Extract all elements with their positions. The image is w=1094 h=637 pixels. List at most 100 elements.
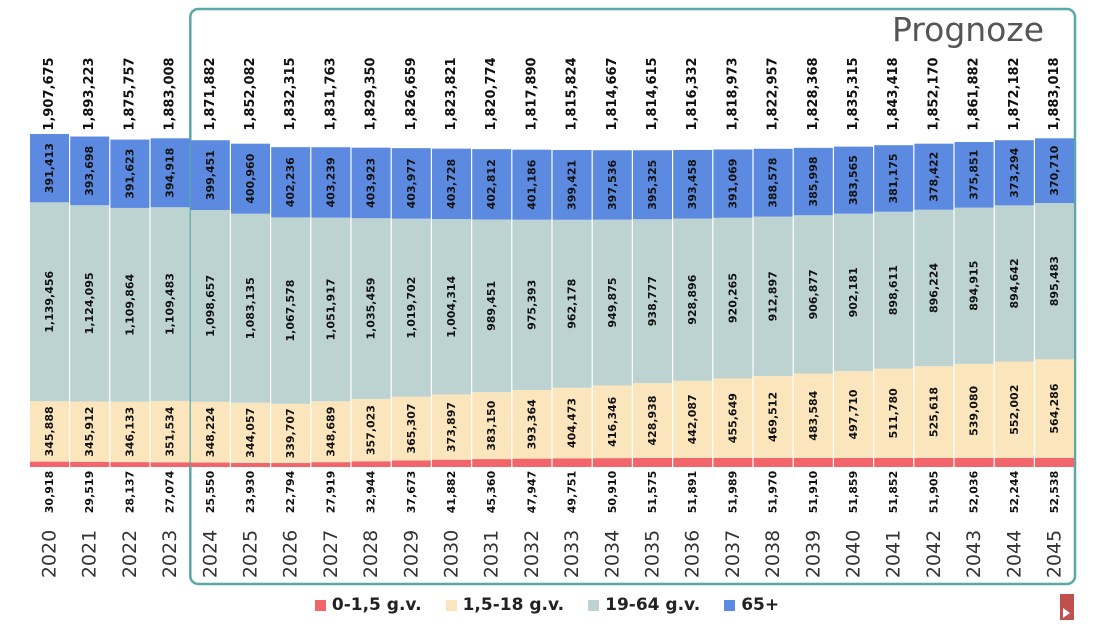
legend-swatch [588,599,600,611]
total-value-label: 1,843,418 [886,57,901,130]
segment-value-label: 989,451 [485,281,498,331]
total-value-label: 1,828,368 [806,57,821,130]
total-value-label: 1,814,615 [645,57,660,130]
total-value-label: 1,832,315 [283,57,298,130]
total-value-label: 1,814,667 [605,57,620,130]
bar-segment [713,217,753,379]
infant-value-label: 52,244 [1008,470,1021,513]
x-tick-label: 2040 [843,530,865,578]
segment-value-label: 1,124,095 [83,272,96,334]
total-value-label: 1,852,082 [243,57,258,130]
bar-segment [592,219,632,386]
segment-value-label: 370,710 [1048,145,1061,195]
next-arrow-icon[interactable] [1060,594,1074,620]
segment-value-label: 404,473 [566,398,579,448]
total-value-label: 1,883,018 [1047,57,1062,130]
infant-value-label: 47,947 [525,471,538,513]
segment-value-label: 391,623 [123,149,136,199]
bar-segment [150,138,190,208]
x-tick-label: 2021 [79,530,101,578]
segment-value-label: 348,224 [204,407,217,457]
x-tick-label: 2022 [119,530,141,578]
x-tick-label: 2034 [601,530,623,578]
bar-segment [1035,138,1074,204]
bar-segment [793,215,833,374]
bar-segment [673,149,713,219]
legend-item: 65+ [724,595,779,615]
total-value-label: 1,852,170 [926,57,941,130]
infant-value-label: 51,910 [807,470,820,513]
bar-segment [231,402,270,463]
x-tick-label: 2045 [1044,530,1066,578]
total-value-label: 1,872,182 [1007,57,1022,130]
segment-value-label: 373,897 [445,402,458,452]
bar-segment [110,139,150,208]
bar-segment [512,389,552,459]
bar-segment [311,147,351,218]
bar-segment [793,147,833,216]
infant-value-label: 27,919 [324,471,337,513]
x-tick-label: 2027 [320,530,342,578]
bar-segment [432,219,471,395]
bar-segment [753,216,793,376]
bar-segment [994,140,1034,206]
bar-segment [271,463,311,467]
segment-value-label: 1,083,135 [244,277,257,339]
segment-value-label: 345,912 [83,407,96,457]
segment-value-label: 898,611 [887,265,900,315]
segment-value-label: 339,707 [284,408,297,458]
bar-segment [30,461,69,467]
bar-segment [874,211,914,369]
bar-segment [713,457,753,467]
bar-segment [914,209,954,367]
bar-segment [592,150,632,220]
segment-value-label: 483,584 [807,390,820,440]
segment-value-label: 383,150 [485,400,498,450]
segment-value-label: 381,175 [887,153,900,203]
bar-segment [231,462,270,467]
bar-segment [633,457,672,467]
segment-value-label: 346,133 [123,407,136,457]
segment-value-label: 920,265 [726,273,739,323]
bar-segment [30,202,69,402]
bar-segment [954,363,994,458]
bar-segment [150,462,190,467]
bar-segment [552,387,592,459]
total-value-label: 1,861,882 [967,57,982,130]
total-value-label: 1,815,824 [565,57,580,130]
segment-value-label: 1,051,917 [324,278,337,340]
infant-value-label: 49,751 [566,471,579,513]
bar-segment [552,458,592,467]
bar-segment [592,458,632,467]
bar-segment [351,398,391,462]
forecast-title: Prognoze [892,10,1044,49]
bar-segment [110,207,150,402]
segment-value-label: 397,536 [606,160,619,210]
bar-segment [231,213,270,403]
segment-value-label: 403,239 [324,157,337,207]
x-tick-label: 2028 [360,530,382,578]
x-tick-label: 2020 [39,530,61,578]
legend-item: 1,5-18 g.v. [445,595,564,615]
bar-segment [874,145,914,212]
x-tick-label: 2026 [280,530,302,578]
segment-value-label: 403,923 [365,158,378,208]
bar-segment [150,207,190,401]
total-value-label: 1,831,763 [323,57,338,130]
bar-segment [753,148,793,217]
total-value-label: 1,829,350 [364,57,379,130]
total-value-label: 1,826,659 [404,57,419,130]
bar-segment [30,401,69,462]
segment-value-label: 896,224 [927,263,940,313]
bar-segment [874,368,914,458]
segment-value-label: 391,069 [726,159,739,209]
segment-value-label: 394,918 [164,148,177,198]
bar-segment [1035,203,1074,360]
bar-segment [311,401,351,463]
segment-value-label: 525,618 [927,387,940,437]
bar-segment [592,385,632,459]
bar-segment [472,149,512,220]
bar-segment [391,218,431,397]
infant-value-label: 23,930 [244,470,257,513]
